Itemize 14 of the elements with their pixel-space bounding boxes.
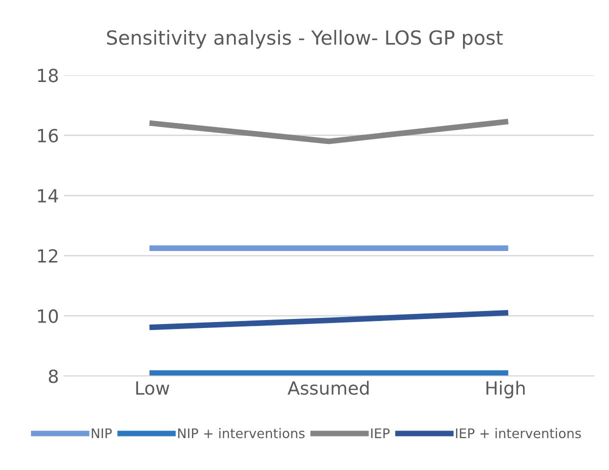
y-tick-label: 14 xyxy=(38,189,58,202)
y-tick-label: 16 xyxy=(38,128,58,142)
x-tick-label: Assumed xyxy=(288,380,369,395)
y-tick-label: 8 xyxy=(48,369,58,384)
legend-label: IEP xyxy=(371,428,390,438)
x-tick-label: High xyxy=(486,380,525,398)
chart-title: Sensitivity analysis - Yellow- LOS GP post xyxy=(107,30,503,49)
y-tick-label: 10 xyxy=(38,309,58,323)
legend-label: NIP + interventions xyxy=(178,428,305,438)
legend-label: NIP xyxy=(92,428,112,438)
x-tick-label: Low xyxy=(136,381,170,395)
legend-label: IEP + interventions xyxy=(456,428,581,438)
y-tick-label: 18 xyxy=(38,68,58,82)
y-tick-label: 12 xyxy=(38,249,58,263)
